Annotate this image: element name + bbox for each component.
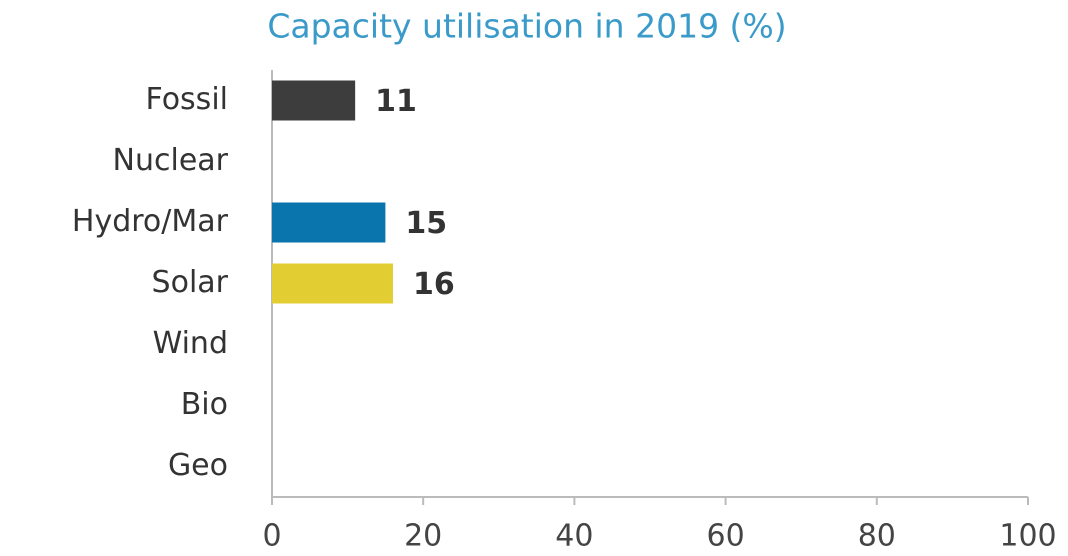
- category-label: Solar: [152, 265, 229, 300]
- x-tick-label: 0: [262, 519, 281, 554]
- bar: [272, 263, 393, 304]
- category-label: Nuclear: [113, 143, 229, 178]
- chart-title: Capacity utilisation in 2019 (%): [267, 7, 786, 46]
- x-tick-label: 100: [999, 519, 1056, 554]
- x-tick-label: 80: [858, 519, 896, 554]
- bar: [272, 202, 386, 243]
- x-tick-label: 40: [555, 519, 593, 554]
- category-label: Hydro/Mar: [72, 204, 229, 239]
- value-label: 11: [375, 84, 417, 119]
- value-label: 15: [405, 206, 447, 241]
- category-label: Fossil: [146, 82, 228, 117]
- x-tick-label: 60: [707, 519, 745, 554]
- bar: [272, 80, 356, 121]
- value-label: 16: [413, 267, 455, 302]
- category-label: Geo: [168, 448, 228, 483]
- category-label: Bio: [181, 387, 228, 422]
- x-tick-label: 20: [404, 519, 442, 554]
- category-label: Wind: [153, 326, 228, 361]
